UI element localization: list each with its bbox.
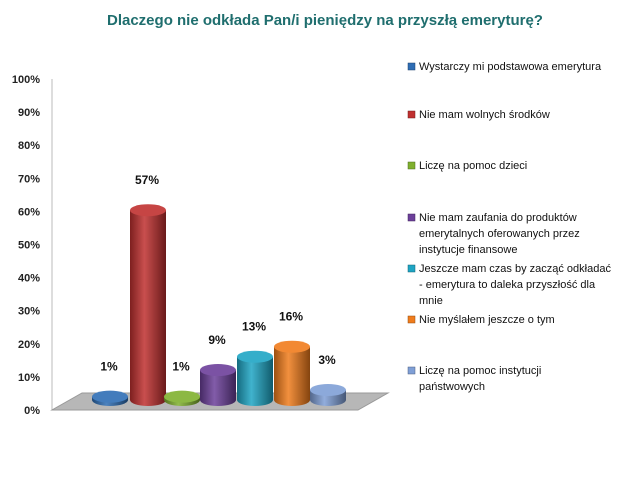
legend-label: państwowych (419, 381, 485, 393)
bar-top (164, 390, 200, 403)
bar-top (310, 384, 346, 397)
y-tick-label: 90% (18, 107, 40, 119)
legend-swatch (407, 161, 416, 170)
legend-item: Nie mam zaufania do produktów emerytalnyc… (407, 212, 580, 256)
legend-item: Liczę na pomoc dzieci (407, 160, 527, 172)
legend-label: - emerytura to daleka przyszłość dla (419, 279, 596, 291)
legend-label: Wystarczy mi podstawowa emerytura (419, 61, 602, 73)
bar (92, 390, 128, 406)
bar-top (92, 390, 128, 403)
y-tick-label: 70% (18, 173, 40, 185)
legend-label: Liczę na pomoc dzieci (419, 160, 527, 172)
bar-top (200, 364, 236, 377)
bar-top (130, 204, 166, 217)
legend-swatch (407, 62, 416, 71)
legend-swatch (407, 213, 416, 222)
legend-swatch (407, 264, 416, 273)
legend-swatch (407, 315, 416, 324)
legend-item: Wystarczy mi podstawowa emerytura (407, 61, 602, 73)
legend-label: emerytalnych oferowanych przez (419, 228, 580, 240)
bar-body (130, 210, 166, 406)
data-label: 57% (135, 173, 159, 187)
legend-label: Nie mam zaufania do produktów (419, 212, 577, 224)
legend: Wystarczy mi podstawowa emerytura Nie mam… (407, 61, 611, 393)
y-tick-label: 20% (18, 339, 40, 351)
y-tick-label: 60% (18, 206, 40, 218)
data-labels: 1% 57% 1% 9% 13% 16% 3% (100, 173, 336, 373)
legend-label: Liczę na pomoc instytucji (419, 365, 541, 377)
bars (92, 204, 346, 406)
y-tick-label: 40% (18, 273, 40, 285)
y-axis-ticks: 0% 10% 20% 30% 40% 50% 60% 70% 80% 90% 100% (12, 74, 40, 417)
bar-top (237, 350, 273, 363)
bar-body (237, 356, 273, 406)
data-label: 13% (242, 320, 266, 334)
bar-body (274, 346, 310, 406)
chart-title: Dlaczego nie odkłada Pan/i pieniędzy na … (107, 12, 543, 29)
bar (310, 384, 346, 406)
legend-label: Jeszcze mam czas by zacząć odkładać (419, 263, 611, 275)
bar (274, 340, 310, 406)
legend-item: Nie myślałem jeszcze o tym (407, 314, 555, 326)
data-label: 16% (279, 310, 303, 324)
legend-label: mnie (419, 295, 443, 307)
legend-label: Nie myślałem jeszcze o tym (419, 314, 555, 326)
y-tick-label: 0% (24, 405, 40, 417)
data-label: 9% (208, 333, 226, 347)
bar (164, 390, 200, 406)
legend-swatch (407, 366, 416, 375)
bar (130, 204, 166, 406)
y-tick-label: 30% (18, 306, 40, 318)
y-tick-label: 100% (12, 74, 40, 86)
legend-label: instytucje finansowe (419, 244, 517, 256)
bar (237, 350, 273, 406)
data-label: 1% (100, 360, 118, 374)
legend-item: Liczę na pomoc instytucji państwowych (407, 365, 541, 393)
y-tick-label: 10% (18, 372, 40, 384)
bar (200, 364, 236, 406)
bar-body (200, 370, 236, 406)
data-label: 1% (172, 360, 190, 374)
legend-item: Jeszcze mam czas by zacząć odkładać - eme… (407, 263, 611, 307)
legend-label: Nie mam wolnych środków (419, 109, 550, 121)
legend-item: Nie mam wolnych środków (407, 109, 550, 121)
bar-top (274, 340, 310, 353)
y-tick-label: 80% (18, 140, 40, 152)
data-label: 3% (318, 353, 336, 367)
legend-swatch (407, 110, 416, 119)
y-tick-label: 50% (18, 240, 40, 252)
